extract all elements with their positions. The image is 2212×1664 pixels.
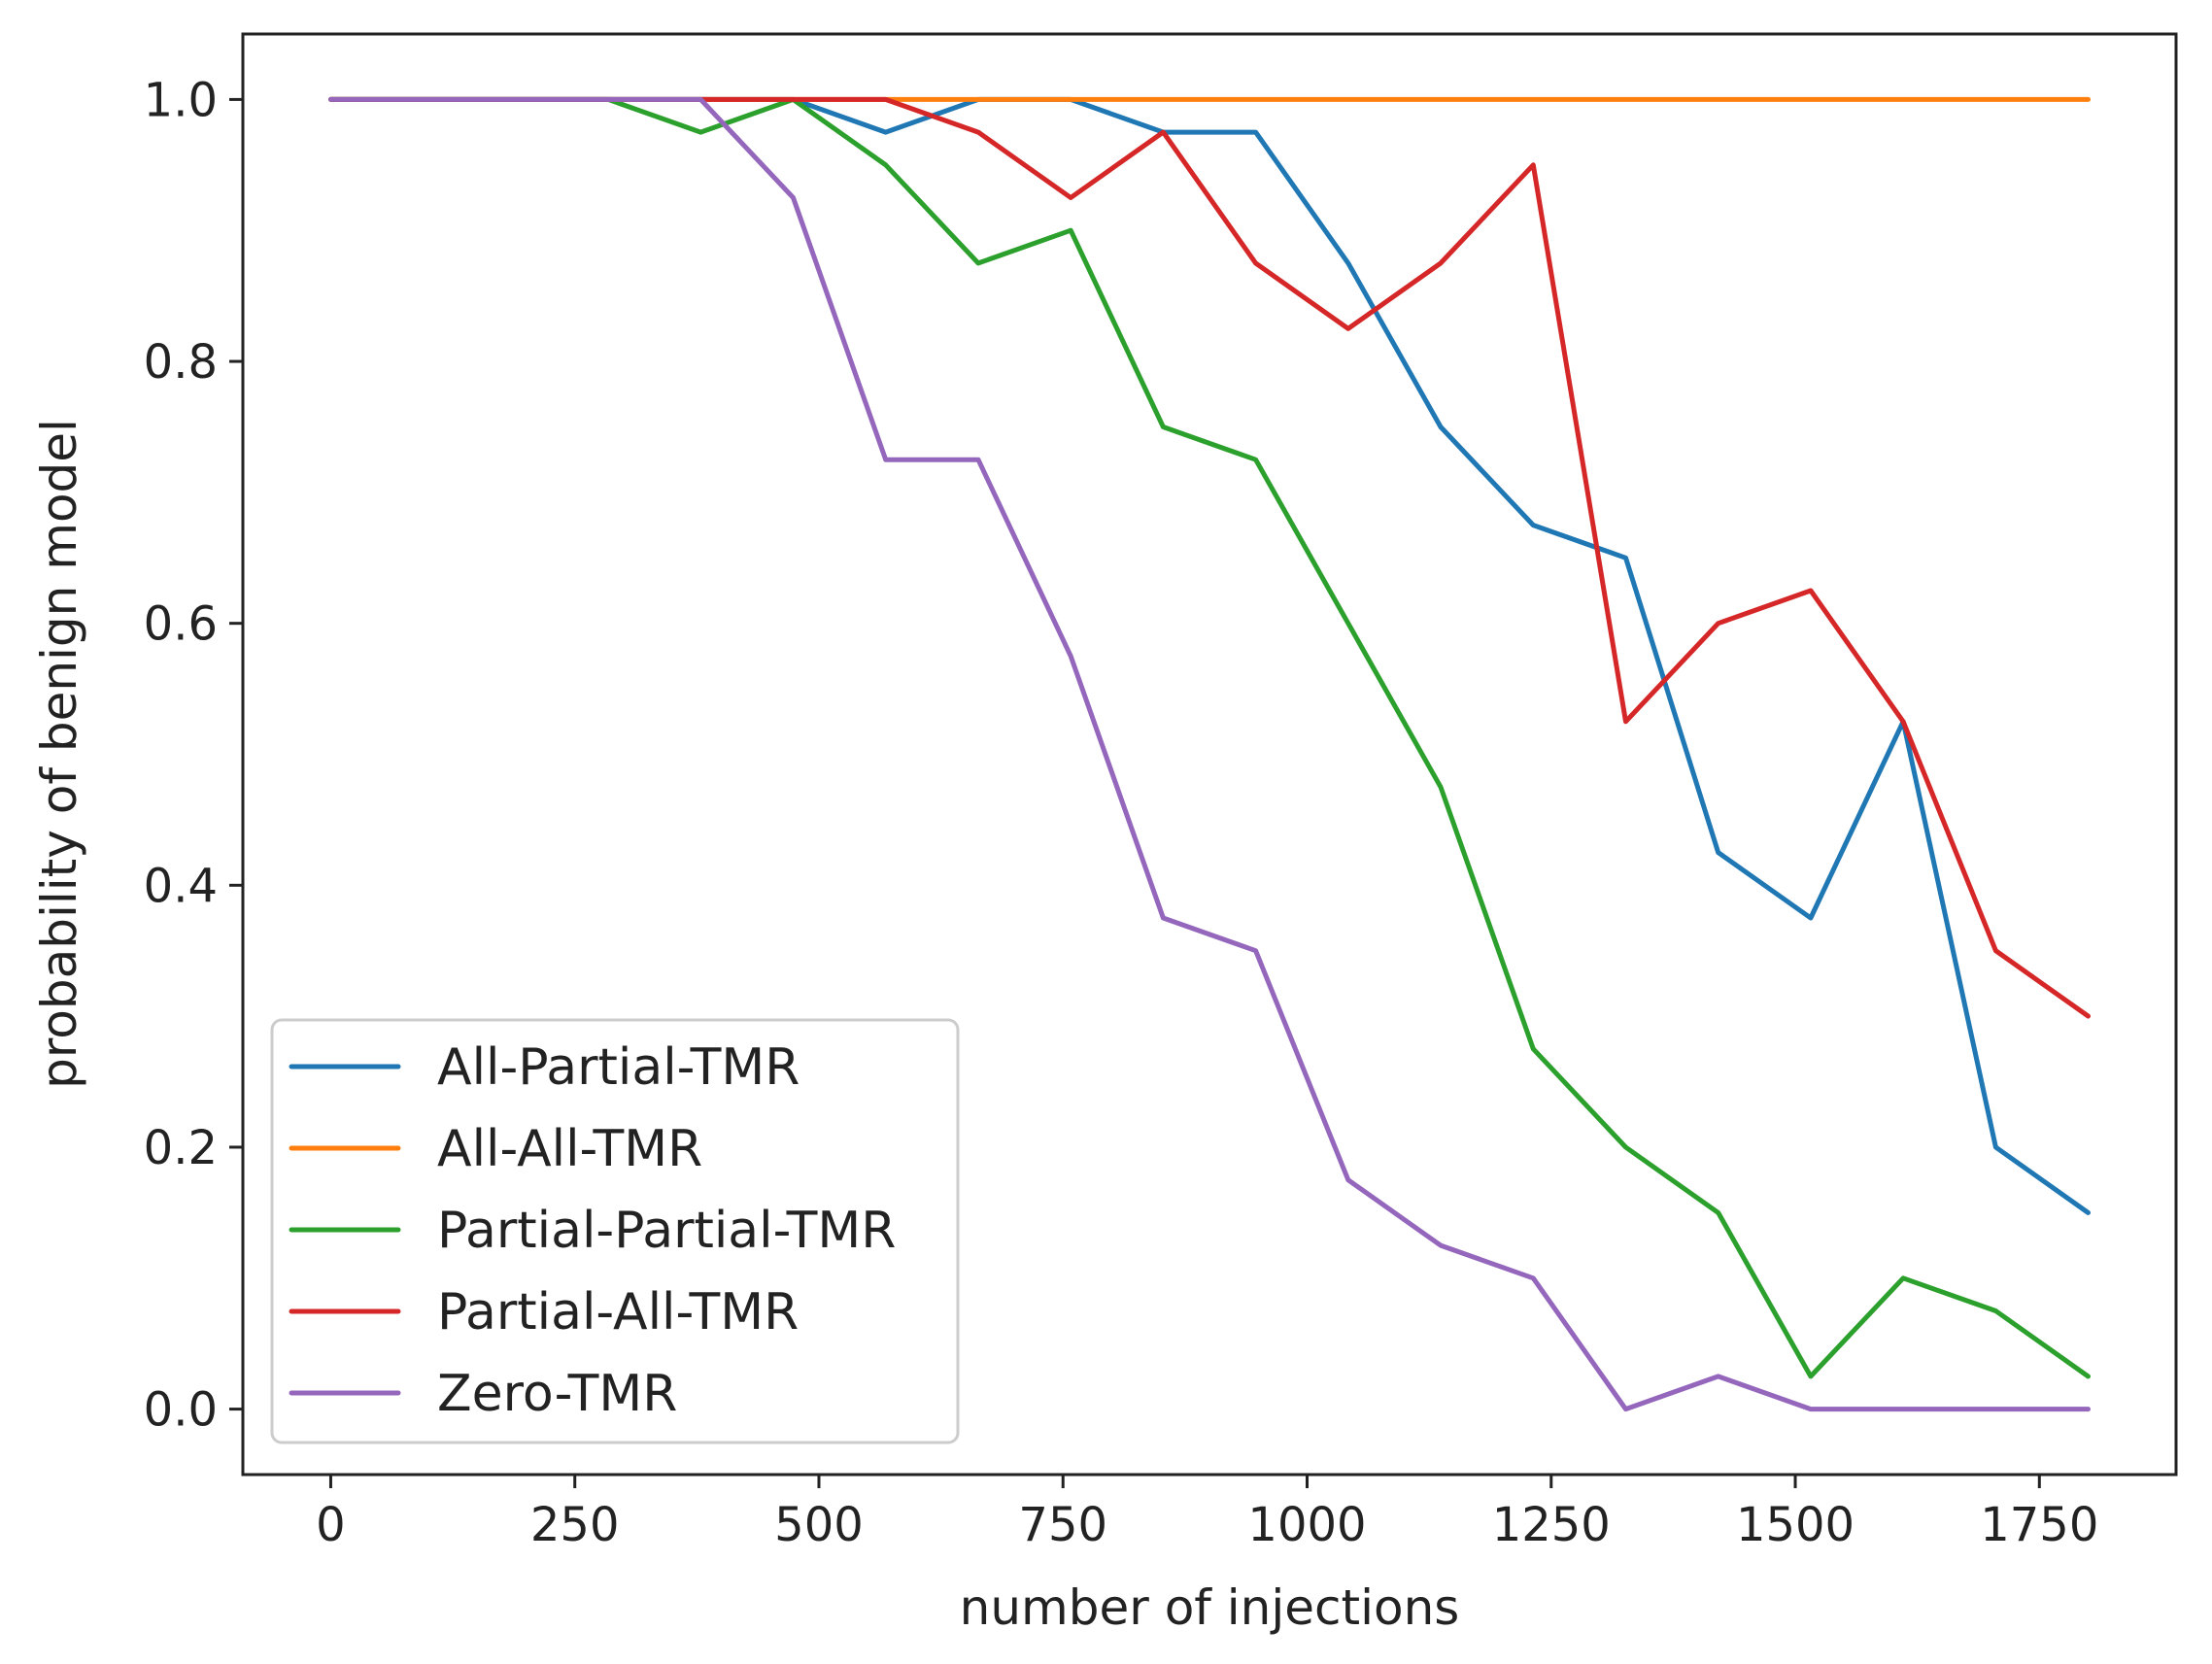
x-tick-label: 750 — [1018, 1498, 1107, 1552]
x-tick-label: 1000 — [1247, 1498, 1366, 1552]
y-tick-label: 0.4 — [144, 859, 218, 913]
legend-label: Partial-All-TMR — [437, 1283, 799, 1341]
legend: All-Partial-TMR All-All-TMR Partial-Partia… — [270, 1018, 960, 1444]
series-line-zero-tmr — [328, 96, 2091, 1412]
y-tick-label: 0.8 — [144, 335, 218, 390]
y-axis-label: probability of benign model — [31, 419, 87, 1089]
x-axis-ticks: 0 250 500 750 1000 1250 1500 1750 — [316, 1475, 2098, 1552]
y-tick-label: 0.2 — [144, 1121, 218, 1175]
y-tick-label: 1.0 — [144, 73, 218, 127]
x-tick-label: 1750 — [1980, 1498, 2098, 1552]
legend-entries: All-Partial-TMR All-All-TMR Partial-Partia… — [289, 1038, 896, 1423]
x-tick-label: 0 — [316, 1498, 346, 1552]
y-tick-label: 0.6 — [144, 597, 218, 652]
legend-label: Zero-TMR — [437, 1365, 677, 1423]
x-tick-label: 500 — [774, 1498, 864, 1552]
x-tick-label: 1500 — [1736, 1498, 1855, 1552]
x-axis-label: number of injections — [960, 1579, 1460, 1636]
legend-label: Partial-Partial-TMR — [437, 1202, 896, 1260]
y-axis-ticks: 0.0 0.2 0.4 0.6 0.8 1.0 — [144, 73, 243, 1438]
legend-label: All-Partial-TMR — [437, 1038, 800, 1097]
series-line-partial-partial-tmr — [328, 96, 2091, 1379]
series-layer — [328, 96, 2091, 1412]
x-tick-label: 250 — [530, 1498, 620, 1552]
x-tick-label: 1250 — [1492, 1498, 1611, 1552]
legend-label: All-All-TMR — [437, 1120, 702, 1178]
legend-box — [270, 1018, 960, 1444]
y-tick-label: 0.0 — [144, 1383, 218, 1438]
